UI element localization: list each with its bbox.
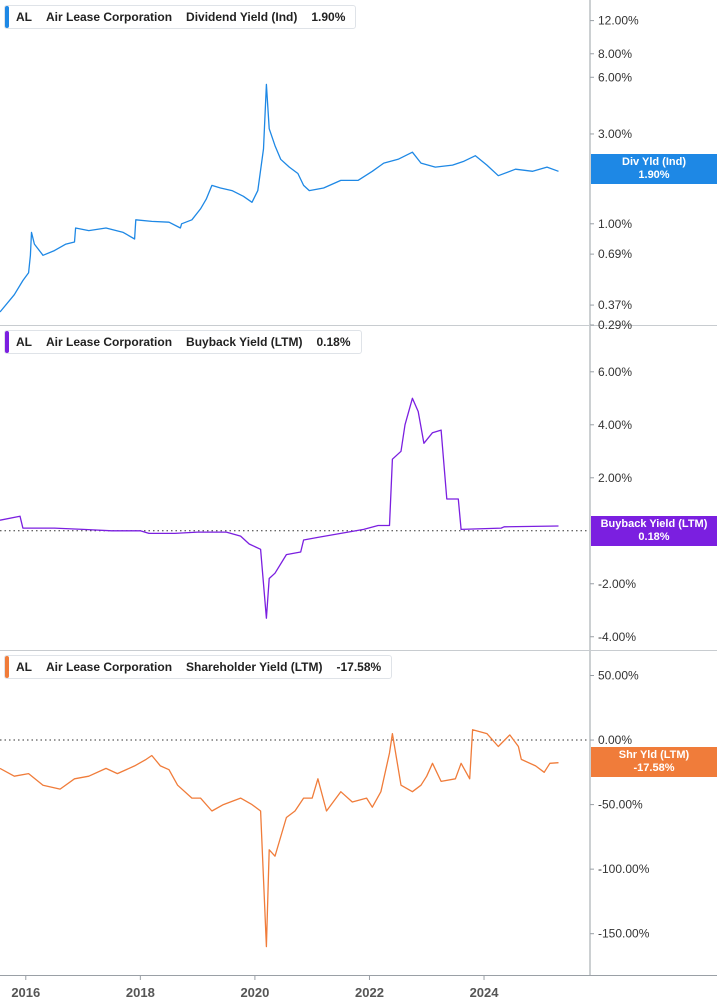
series-color-swatch [5,331,9,353]
y-tick-label: 12.00% [598,14,639,28]
x-tick-label: 2022 [355,985,384,1000]
y-tick-label: 8.00% [598,47,632,61]
legend-ticker: AL [16,660,32,674]
y-tick-label: -4.00% [598,630,636,644]
legend-value: -17.58% [336,660,382,674]
badge-label: Div Yld (Ind) [622,156,686,168]
y-tick-label: 2.00% [598,471,632,485]
y-tick-label: 3.00% [598,127,632,141]
x-tick-label: 2018 [126,985,155,1000]
badge-buyback-yield: Buyback Yield (LTM) 0.18% [591,516,717,546]
series-color-swatch [5,656,9,678]
legend-dividend-yield[interactable]: AL Air Lease Corporation Dividend Yield … [4,5,357,29]
y-tick-label: -150.00% [598,927,650,941]
legend-shareholder-yield[interactable]: AL Air Lease Corporation Shareholder Yie… [4,655,393,679]
y-tick-label: 0.37% [598,298,632,312]
legend-metric: Dividend Yield (Ind) [186,10,298,24]
legend-ticker: AL [16,10,32,24]
y-tick-label: 6.00% [598,70,632,84]
badge-value: 1.90% [638,169,670,181]
y-tick-label: -50.00% [598,798,643,812]
x-tick-label: 2020 [240,985,269,1000]
legend-metric: Buyback Yield (LTM) [186,335,303,349]
badge-label: Buyback Yield (LTM) [600,518,708,530]
y-tick-label: 6.00% [598,365,632,379]
legend-value: 0.18% [316,335,351,349]
legend-ticker: AL [16,335,32,349]
legend-metric: Shareholder Yield (LTM) [186,660,323,674]
y-tick-label: 1.00% [598,217,632,231]
series-line [0,83,559,313]
y-tick-label: 0.69% [598,247,632,261]
y-tick-label: 0.00% [598,733,632,747]
badge-label: Shr Yld (LTM) [618,749,690,761]
legend-buyback-yield[interactable]: AL Air Lease Corporation Buyback Yield (… [4,330,362,354]
legend-company: Air Lease Corporation [46,335,173,349]
badge-shareholder-yield: Shr Yld (LTM) -17.58% [591,747,717,777]
y-tick-label: 0.29% [598,318,632,332]
y-tick-label: -2.00% [598,577,636,591]
badge-value: 0.18% [638,531,670,543]
legend-company: Air Lease Corporation [46,10,173,24]
y-tick-label: 4.00% [598,418,632,432]
badge-value: -17.58% [633,762,675,774]
series-line [0,729,559,948]
series-line [0,397,559,619]
y-tick-label: -100.00% [598,862,650,876]
series-color-swatch [5,6,9,28]
legend-value: 1.90% [311,10,346,24]
x-tick-label: 2016 [11,985,40,1000]
x-tick-label: 2024 [470,985,500,1000]
legend-company: Air Lease Corporation [46,660,173,674]
badge-dividend-yield: Div Yld (Ind) 1.90% [591,154,717,184]
y-tick-label: 50.00% [598,668,639,682]
